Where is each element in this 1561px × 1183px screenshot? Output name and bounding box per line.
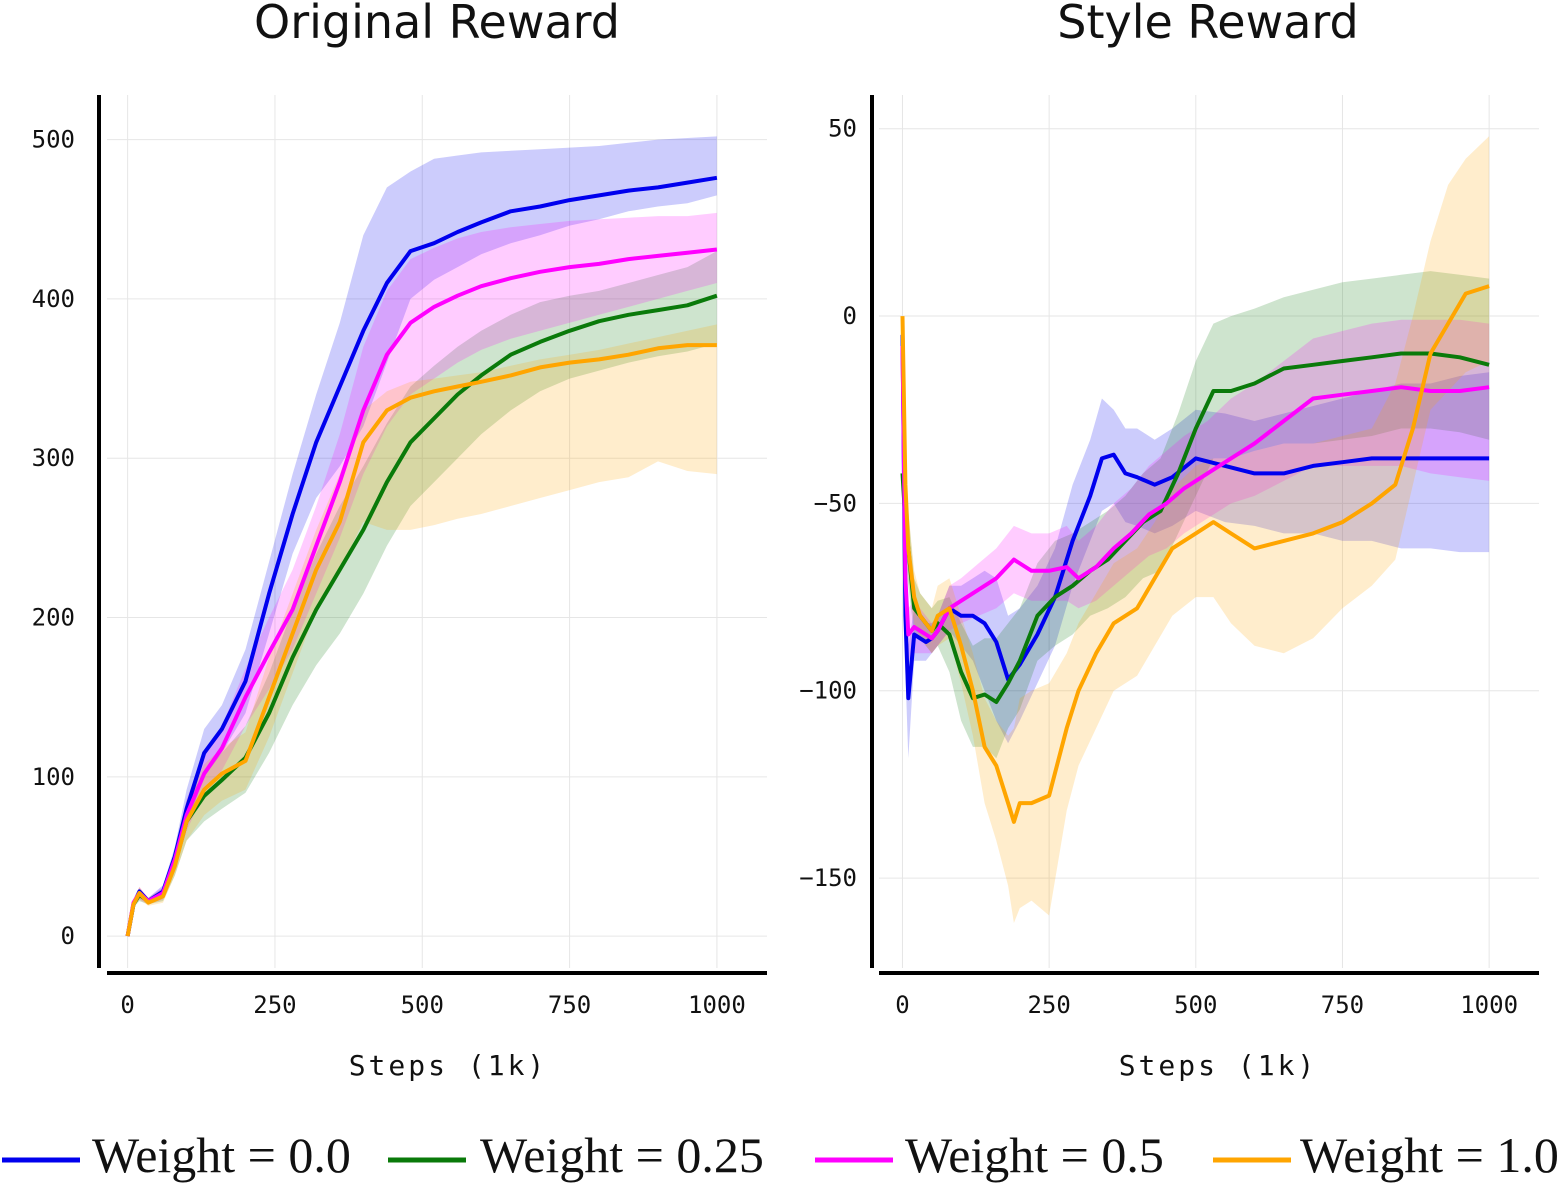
y-tick-label: −150	[799, 864, 857, 892]
chart-title: Original Reward	[254, 0, 620, 49]
x-tick-label: 0	[120, 991, 134, 1019]
series-band-1	[127, 251, 717, 937]
legend-item-weight-0: Weight = 0.0	[2, 1127, 351, 1183]
x-tick-label: 750	[1321, 991, 1364, 1019]
y-tick-label: 100	[32, 763, 75, 791]
legend-label: Weight = 1.0	[1300, 1127, 1559, 1183]
series-line-3	[125, 343, 717, 937]
legend-item-weight-025: Weight = 0.25	[388, 1127, 764, 1183]
y-tick-label: 200	[32, 604, 75, 632]
x-axis-label: Steps (1k)	[1119, 1049, 1318, 1082]
series-band-0	[902, 316, 1490, 759]
legend-label: Weight = 0.0	[92, 1127, 351, 1183]
series-line-2	[900, 345, 1490, 641]
plot-area: 0 250 500 750 1000 0 100 200 300 400 500	[32, 95, 767, 1019]
legend-item-weight-1: Weight = 1.0	[1213, 1127, 1559, 1183]
series-band-2	[127, 212, 717, 937]
legend-label: Weight = 0.5	[905, 1127, 1164, 1183]
x-tick-label: 250	[253, 991, 296, 1019]
x-tick-label: 500	[1174, 991, 1217, 1019]
x-tick-label: 250	[1027, 991, 1070, 1019]
y-tick-label: 500	[32, 126, 75, 154]
x-tick-label: 1000	[688, 991, 746, 1019]
series-band-3	[902, 136, 1490, 923]
y-tick-label: 50	[828, 115, 857, 143]
legend-item-weight-05: Weight = 0.5	[815, 1127, 1164, 1183]
series-band-2	[902, 319, 1490, 661]
y-tick-label: −100	[799, 677, 857, 705]
series-band-3	[127, 324, 717, 937]
y-tick-label: 300	[32, 444, 75, 472]
legend-label: Weight = 0.25	[480, 1127, 764, 1183]
y-tick-label: −50	[814, 489, 857, 517]
y-tick-label: 400	[32, 285, 75, 313]
chart-title: Style Reward	[1057, 0, 1358, 49]
x-tick-label: 750	[548, 991, 591, 1019]
y-tick-label: 0	[61, 922, 75, 950]
x-tick-label: 1000	[1460, 991, 1518, 1019]
style-reward-panel: Style Reward 0 250 500 750 1000500−50−100−15…	[799, 0, 1539, 1082]
x-tick-label: 0	[895, 991, 909, 1019]
series-line-3	[900, 284, 1490, 824]
legend: Weight = 0.0 Weight = 0.25 Weight = 0.5 …	[2, 1127, 1559, 1183]
original-reward-panel: Original Reward 0 250 500 750 1000 0 100 200 300…	[32, 0, 767, 1082]
x-axis-label: Steps (1k)	[349, 1049, 548, 1082]
y-tick-label: 0	[843, 302, 857, 330]
x-tick-label: 500	[401, 991, 444, 1019]
